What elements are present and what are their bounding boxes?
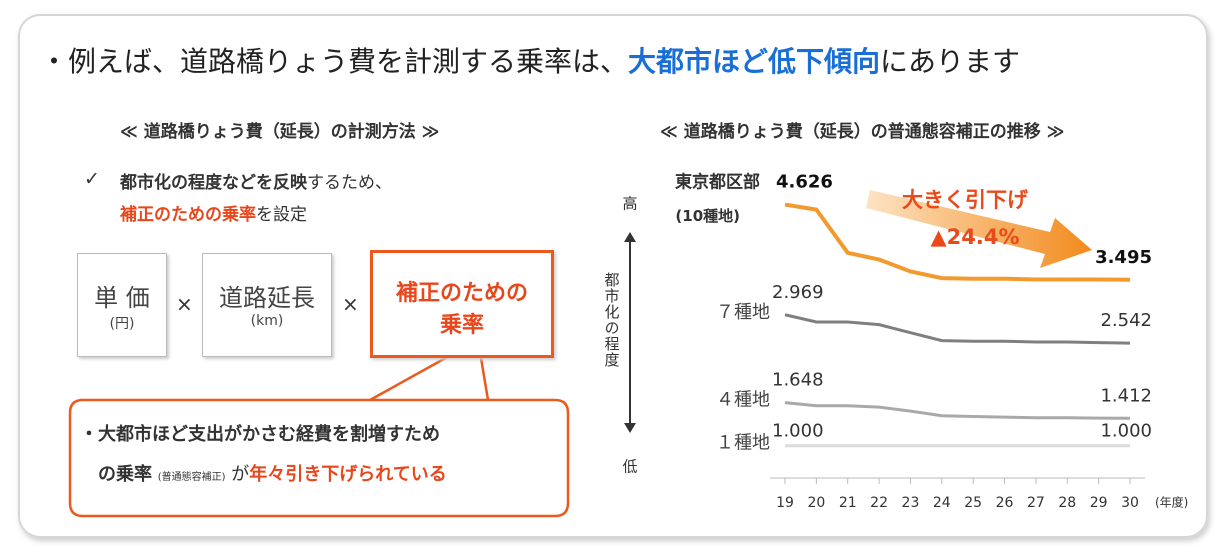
box-label: 補正のための xyxy=(395,281,528,306)
note: 都市化の程度などを反映するため、 xyxy=(120,168,392,193)
callout-emph: 年々引き下げられている xyxy=(249,464,447,485)
x-unit: (年度) xyxy=(1155,495,1188,510)
x-tick-label: 24 xyxy=(933,495,951,511)
x-tick-label: 21 xyxy=(839,495,857,511)
callout-text: が xyxy=(231,464,250,485)
value-label: 1.000 xyxy=(772,421,824,442)
axis-low: 低 xyxy=(622,458,637,476)
x-tick-label: 25 xyxy=(964,495,982,511)
series-name: １種地 xyxy=(716,433,770,454)
x-tick-label: 19 xyxy=(776,495,794,511)
note-text: 補正のための乗率 xyxy=(120,205,256,225)
x-tick-label: 23 xyxy=(902,495,920,511)
axis-label: 都市化の程度 xyxy=(603,272,621,368)
callout-text: の乗率 (普通態容補正) が年々引き下げられている xyxy=(98,460,447,486)
times: × xyxy=(342,292,359,316)
series-line xyxy=(784,202,1131,282)
x-tick-label: 22 xyxy=(870,495,888,511)
note: 補正のための乗率を設定 xyxy=(120,200,307,225)
note-text: するため、 xyxy=(307,173,392,193)
note-text: を設定 xyxy=(256,205,307,225)
arrow-head xyxy=(624,232,636,242)
box: 道路延長 (km) xyxy=(202,253,332,357)
value-label: 1.648 xyxy=(772,370,824,391)
box-unit: (円) xyxy=(109,316,135,332)
series-sublabel: (10種地) xyxy=(675,207,740,225)
x-tick-label: 20 xyxy=(807,495,825,511)
check-mark: ✓ xyxy=(84,168,100,190)
header-text: にあります xyxy=(880,45,1021,78)
left-heading: ≪ 道路橋りょう費（延長）の計測方法 ≫ xyxy=(120,122,440,142)
value-label: 4.626 xyxy=(776,172,833,193)
annotation: ▲24.4% xyxy=(930,225,1019,249)
axis-high: 高 xyxy=(622,195,637,213)
value-label: 2.969 xyxy=(772,282,824,303)
x-tick-label: 27 xyxy=(1027,495,1045,511)
value-label: 2.542 xyxy=(1100,310,1152,331)
box-label: 単 価 xyxy=(94,284,150,312)
series-name: ７種地 xyxy=(716,302,770,323)
series-line xyxy=(784,401,1131,420)
x-tick-label: 29 xyxy=(1090,495,1108,511)
series-line xyxy=(784,313,1131,345)
box-label: 乗率 xyxy=(439,313,484,338)
times: × xyxy=(176,292,193,316)
callout xyxy=(68,338,570,518)
annotation: 大きく引下げ xyxy=(902,188,1029,212)
frame xyxy=(18,14,1208,538)
value-label: 1.000 xyxy=(1100,421,1152,442)
box-unit: (km) xyxy=(250,313,284,329)
callout-text: ・大都市ほど支出がかさむ経費を割増すため xyxy=(80,424,440,445)
value-label: 1.412 xyxy=(1100,385,1152,406)
value-label: 3.495 xyxy=(1095,247,1152,268)
arrow-head xyxy=(624,423,636,433)
box-highlight: 補正のための 乗率 xyxy=(370,250,554,358)
series-name: 東京都区部 xyxy=(675,172,760,193)
note-text: 都市化の程度などを反映 xyxy=(120,173,307,193)
trend-arrow xyxy=(866,190,1092,268)
callout-text: の乗率 xyxy=(98,464,152,485)
chart-title: ≪ 道路橋りょう費（延長）の普通態容補正の推移 ≫ xyxy=(660,122,1065,142)
x-tick-label: 26 xyxy=(996,495,1014,511)
header: ・例えば、道路橋りょう費を計測する乗率は、大都市ほど低下傾向にあります xyxy=(40,40,1020,80)
x-tick-label: 28 xyxy=(1058,495,1076,511)
header-text: ・例えば、道路橋りょう費を計測する乗率は、 xyxy=(40,45,629,78)
callout-small: (普通態容補正) xyxy=(157,472,226,483)
series-name: ４種地 xyxy=(716,390,770,411)
box-label: 道路延長 xyxy=(219,284,315,312)
box: 単 価 (円) xyxy=(77,253,167,357)
header-emph: 大都市ほど低下傾向 xyxy=(628,45,881,78)
x-tick-label: 30 xyxy=(1121,495,1139,511)
